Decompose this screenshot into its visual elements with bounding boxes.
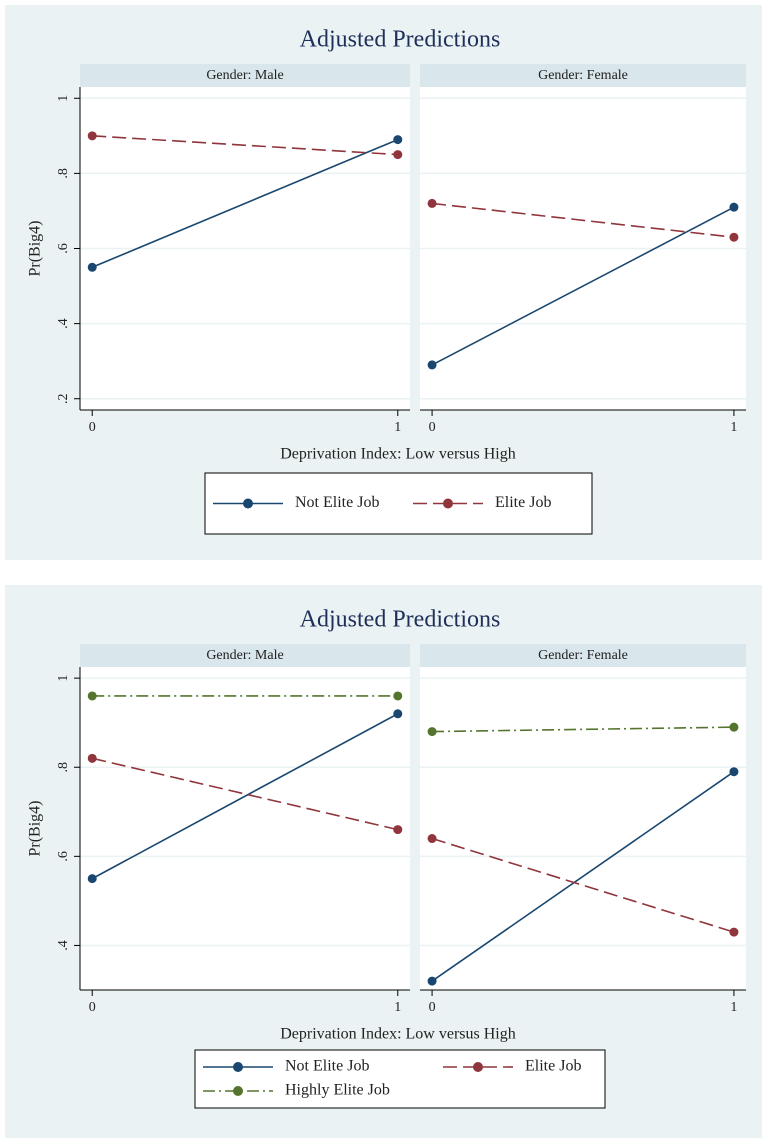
y-axis-label: Pr(Big4) bbox=[27, 221, 44, 277]
y-tick-label: 1 bbox=[56, 95, 71, 102]
point bbox=[427, 727, 437, 737]
point bbox=[729, 927, 739, 937]
panel-strip bbox=[420, 64, 746, 87]
point bbox=[87, 262, 97, 272]
series-line bbox=[92, 135, 398, 156]
x-tick-label: 0 bbox=[429, 420, 436, 435]
y-tick-label: .6 bbox=[56, 851, 71, 862]
panel-title: Gender: Male bbox=[206, 648, 283, 663]
point bbox=[393, 135, 403, 145]
legend-label: Elite Job bbox=[525, 1058, 581, 1075]
legend-label: Not Elite Job bbox=[285, 1058, 369, 1075]
x-tick-label: 1 bbox=[394, 1000, 401, 1015]
panel-strip bbox=[80, 64, 410, 87]
legend-marker bbox=[473, 1062, 483, 1072]
plot-area bbox=[420, 667, 746, 990]
y-tick-label: .4 bbox=[56, 318, 71, 329]
point bbox=[729, 232, 739, 242]
point bbox=[393, 150, 403, 160]
point bbox=[427, 198, 437, 208]
panel-title: Gender: Female bbox=[538, 648, 628, 663]
legend bbox=[194, 1049, 606, 1109]
point bbox=[729, 202, 739, 212]
series-line bbox=[92, 757, 398, 831]
series-line bbox=[431, 206, 735, 366]
point bbox=[393, 709, 403, 719]
point bbox=[87, 131, 97, 141]
y-axis-label: Pr(Big4) bbox=[27, 801, 44, 857]
x-tick-label: 0 bbox=[89, 420, 96, 435]
point bbox=[729, 767, 739, 777]
y-tick-label: .8 bbox=[56, 762, 71, 773]
series-line bbox=[431, 837, 735, 933]
y-tick-label: .8 bbox=[56, 168, 71, 179]
point bbox=[427, 834, 437, 844]
point bbox=[729, 722, 739, 732]
point bbox=[87, 691, 97, 701]
point bbox=[87, 874, 97, 884]
series-line bbox=[431, 202, 735, 239]
series-line bbox=[432, 726, 734, 733]
x-axis-label: Deprivation Index: Low versus High bbox=[280, 1026, 516, 1043]
x-tick-label: 1 bbox=[730, 1000, 737, 1015]
point bbox=[87, 753, 97, 763]
series-line bbox=[91, 713, 399, 880]
y-tick-label: 1 bbox=[56, 675, 71, 682]
panel-strip bbox=[420, 644, 746, 667]
legend-marker bbox=[443, 498, 453, 509]
point bbox=[427, 976, 437, 986]
panel-title: Gender: Male bbox=[206, 68, 283, 83]
series-line bbox=[91, 138, 399, 269]
x-tick-label: 1 bbox=[394, 420, 401, 435]
x-tick-label: 0 bbox=[89, 1000, 96, 1015]
legend-marker bbox=[233, 1086, 243, 1096]
series-line bbox=[431, 771, 735, 982]
x-axis-label: Deprivation Index: Low versus High bbox=[280, 446, 516, 463]
y-tick-label: .4 bbox=[56, 940, 71, 951]
point bbox=[393, 691, 403, 701]
plot-area bbox=[80, 667, 410, 990]
chart-title: Adjusted Predictions bbox=[300, 607, 501, 633]
point bbox=[427, 360, 437, 370]
y-tick-label: .6 bbox=[56, 243, 71, 254]
chart-title: Adjusted Predictions bbox=[300, 27, 501, 53]
legend-label: Elite Job bbox=[495, 494, 551, 511]
legend-label: Not Elite Job bbox=[295, 494, 379, 511]
y-tick-label: .2 bbox=[56, 393, 71, 404]
x-tick-label: 0 bbox=[429, 1000, 436, 1015]
point bbox=[393, 825, 403, 835]
legend-label: Highly Elite Job bbox=[285, 1082, 390, 1099]
panel-strip bbox=[80, 644, 410, 667]
legend-marker bbox=[233, 1062, 243, 1072]
x-tick-label: 1 bbox=[730, 420, 737, 435]
panel-title: Gender: Female bbox=[538, 68, 628, 83]
legend-marker bbox=[243, 498, 253, 509]
